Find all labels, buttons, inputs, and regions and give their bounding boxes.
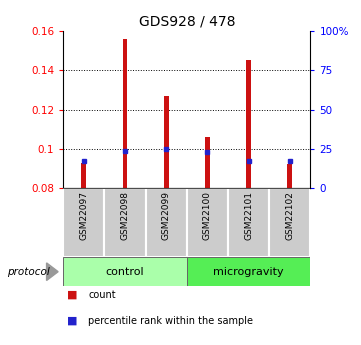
Polygon shape xyxy=(47,263,58,280)
Text: protocol: protocol xyxy=(7,267,50,277)
Bar xyxy=(269,188,310,257)
Text: GSM22099: GSM22099 xyxy=(162,191,171,240)
Bar xyxy=(122,39,127,188)
Bar xyxy=(81,162,86,188)
Bar xyxy=(145,188,187,257)
Text: GSM22097: GSM22097 xyxy=(79,191,88,240)
Bar xyxy=(246,60,251,188)
Bar xyxy=(63,257,187,286)
Text: GSM22102: GSM22102 xyxy=(285,191,294,240)
Bar xyxy=(228,188,269,257)
Text: microgravity: microgravity xyxy=(213,267,284,277)
Text: GSM22100: GSM22100 xyxy=(203,191,212,240)
Text: GSM22098: GSM22098 xyxy=(121,191,130,240)
Bar xyxy=(187,188,228,257)
Bar xyxy=(104,188,145,257)
Bar xyxy=(63,188,104,257)
Bar xyxy=(164,96,169,188)
Title: GDS928 / 478: GDS928 / 478 xyxy=(139,14,235,29)
Text: ■: ■ xyxy=(67,316,77,326)
Bar xyxy=(205,137,210,188)
Text: ■: ■ xyxy=(67,290,77,300)
Text: control: control xyxy=(106,267,144,277)
Text: percentile rank within the sample: percentile rank within the sample xyxy=(88,316,253,326)
Bar xyxy=(287,165,292,188)
Text: GSM22101: GSM22101 xyxy=(244,191,253,240)
Bar xyxy=(187,257,310,286)
Text: count: count xyxy=(88,290,116,300)
